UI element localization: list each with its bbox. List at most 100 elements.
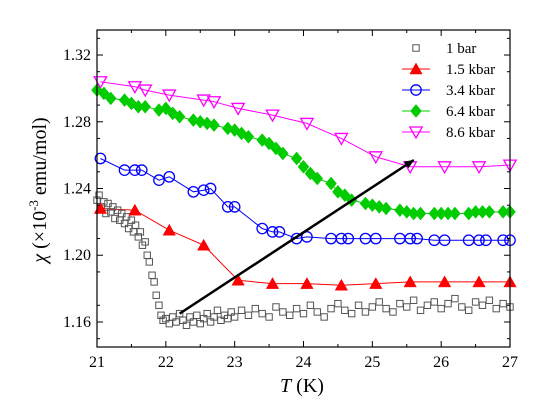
data-point-1-bar <box>145 258 154 266</box>
data-point-3-4-kbar <box>301 231 313 243</box>
data-point-1-bar <box>136 228 145 236</box>
data-point-1-bar <box>213 306 222 314</box>
y-axis: 1.16 1.20 1.24 1.28 1.32 <box>63 37 510 340</box>
data-point-6-4-kbar <box>483 204 496 219</box>
data-point-6-4-kbar <box>118 93 131 107</box>
y-tick-label: 1.32 <box>63 47 91 64</box>
legend-label: 8.6 kbar <box>446 125 495 141</box>
x-tick-label: 26 <box>433 354 449 371</box>
data-point-8-6-kbar <box>161 89 177 103</box>
data-point-1-bar <box>272 303 280 311</box>
data-point-1-bar <box>444 299 452 308</box>
data-point-8-6-kbar <box>230 102 246 116</box>
data-point-6-4-kbar <box>311 171 324 186</box>
data-point-6-4-kbar <box>325 176 337 191</box>
x-axis-variable: T <box>280 375 293 397</box>
data-point-1-5-kbar <box>128 203 142 216</box>
data-point-3-4-kbar <box>411 232 423 245</box>
data-point-6-4-kbar <box>125 96 138 111</box>
legend-item-1-5-kbar: 1.5 kbar <box>402 62 495 78</box>
data-point-1-5-kbar <box>300 277 314 289</box>
data-point-1-5-kbar <box>231 273 245 286</box>
legend-label: 1 bar <box>446 41 476 57</box>
data-point-1-bar <box>485 296 494 304</box>
x-axis-unit: (K) <box>291 375 324 397</box>
data-point-1-bar <box>368 303 377 311</box>
data-point-1-bar <box>150 278 158 286</box>
data-point-1-bar <box>230 313 239 321</box>
legend: 1 bar 1.5 kbar 3.4 kbar 6.4 kbar 8.6 kbar <box>402 41 495 141</box>
data-point-3-4-kbar <box>273 226 286 238</box>
data-point-3-4-kbar <box>221 201 234 213</box>
y-axis-unit-suffix: emu/mol) <box>29 117 51 200</box>
data-point-1-5-kbar <box>334 278 348 291</box>
x-tick-label: 22 <box>158 354 174 371</box>
data-point-1-bar <box>306 301 315 309</box>
data-point-1-bar <box>354 301 363 309</box>
data-point-1-bar <box>320 313 328 321</box>
data-point-1-bar <box>327 304 335 313</box>
data-point-3-4-kbar <box>135 164 148 176</box>
data-point-6-4-kbar <box>104 91 117 106</box>
x-axis: 21 22 23 24 25 26 27 <box>89 30 518 371</box>
data-point-1-bar <box>111 214 119 223</box>
legend-marker <box>408 126 424 140</box>
data-point-8-6-kbar <box>196 94 212 108</box>
x-tick-label: 27 <box>502 354 518 371</box>
y-tick-label: 1.16 <box>63 314 91 331</box>
x-tick-label: 25 <box>364 354 380 371</box>
y-tick-label: 1.24 <box>63 181 91 198</box>
data-point-1-bar <box>492 304 500 313</box>
legend-marker <box>412 44 420 52</box>
data-point-1-bar <box>347 309 356 318</box>
data-point-6-4-kbar <box>414 206 427 221</box>
data-point-1-bar <box>292 304 301 313</box>
data-point-3-4-kbar <box>197 184 210 197</box>
data-point-3-4-kbar <box>256 222 269 235</box>
data-point-6-4-kbar <box>139 99 152 114</box>
data-point-6-4-kbar <box>449 206 461 221</box>
series-points <box>91 76 518 330</box>
legend-marker <box>409 62 423 75</box>
data-point-1-bar <box>299 309 308 318</box>
legend-item-8-6-kbar: 8.6 kbar <box>402 125 495 141</box>
data-point-8-6-kbar <box>437 161 452 175</box>
data-point-1-bar <box>389 308 397 316</box>
data-point-3-4-kbar <box>204 182 217 195</box>
data-point-3-4-kbar <box>266 226 279 238</box>
data-point-3-4-kbar <box>404 232 417 245</box>
data-point-1-5-kbar <box>265 277 280 289</box>
trend-arrow <box>178 159 415 315</box>
data-point-1-5-kbar <box>437 275 452 288</box>
data-point-8-6-kbar <box>137 84 153 98</box>
data-point-8-6-kbar <box>265 109 280 123</box>
legend-item-6-4-kbar: 6.4 kbar <box>402 104 495 120</box>
data-point-1-bar <box>141 238 149 246</box>
data-point-1-bar <box>244 311 253 320</box>
data-point-3-4-kbar <box>480 234 492 247</box>
data-point-6-4-kbar <box>173 109 186 124</box>
data-point-6-4-kbar <box>290 151 303 166</box>
data-point-8-6-kbar <box>368 151 384 165</box>
y-axis-title: χ (×10-3 emu/mol) <box>26 117 51 264</box>
x-tick-label: 23 <box>227 354 243 371</box>
legend-marker <box>410 84 422 96</box>
data-point-6-4-kbar <box>208 118 220 132</box>
data-point-1-bar <box>127 216 136 224</box>
y-tick-label: 1.20 <box>63 247 91 264</box>
legend-label: 6.4 kbar <box>446 104 495 120</box>
data-point-1-bar <box>403 303 411 311</box>
data-point-6-4-kbar <box>277 146 289 161</box>
data-point-3-4-kbar <box>163 170 176 183</box>
data-point-8-6-kbar <box>471 161 487 175</box>
data-point-1-bar <box>155 301 163 309</box>
legend-item-3-4-kbar: 3.4 kbar <box>402 83 495 99</box>
series-line-3-4-kbar <box>100 158 510 241</box>
data-point-1-bar <box>409 296 418 304</box>
x-tick-label: 21 <box>89 354 105 371</box>
data-point-1-5-kbar <box>403 275 417 288</box>
data-point-6-4-kbar <box>297 159 310 174</box>
data-point-1-bar <box>100 198 108 206</box>
